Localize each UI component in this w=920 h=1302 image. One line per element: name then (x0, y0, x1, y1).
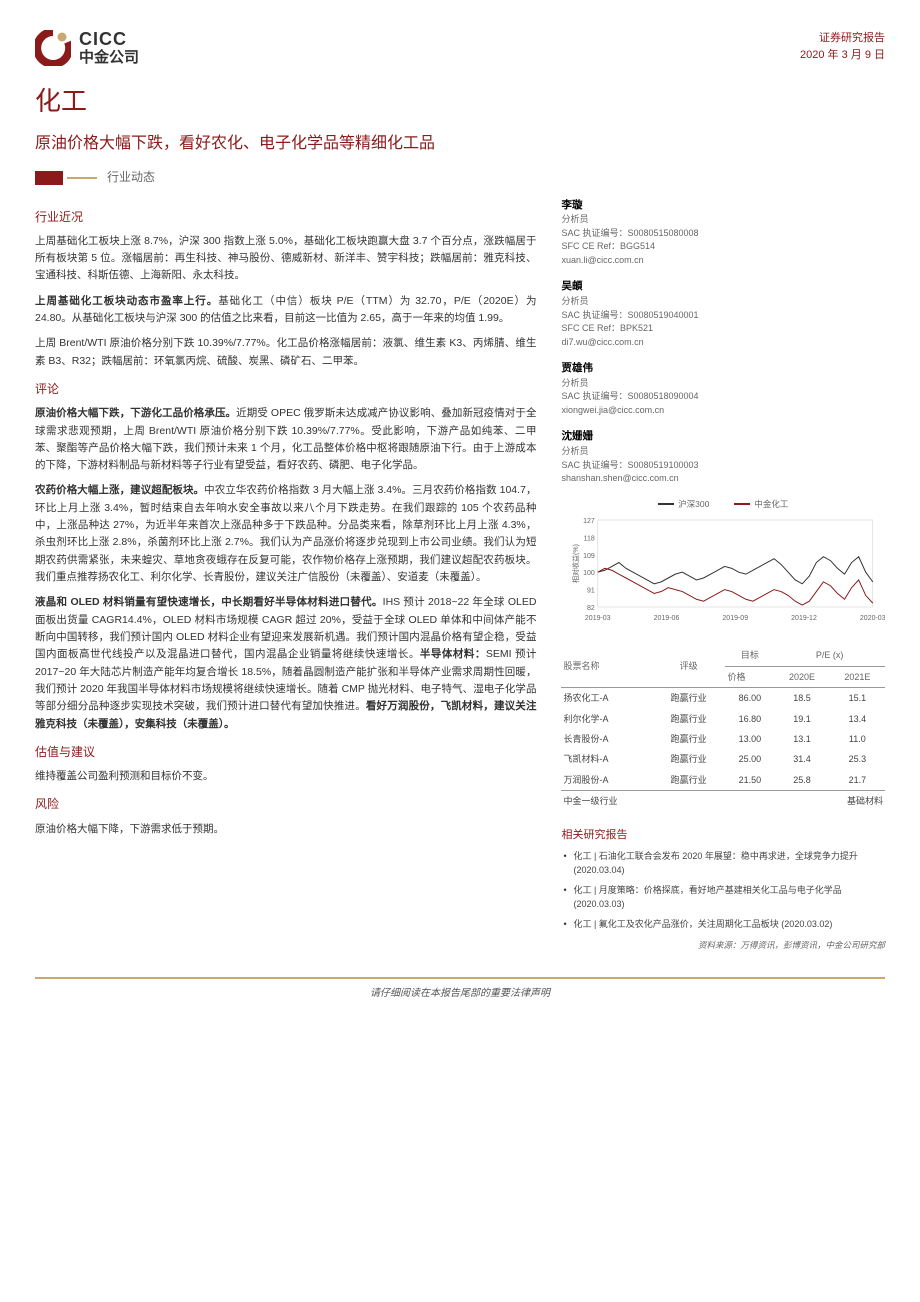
analyst-sfc: SFC CE Ref：BPK521 (561, 322, 885, 336)
reports-title: 相关研究报告 (561, 827, 885, 845)
svg-text:2019-03: 2019-03 (585, 615, 611, 622)
analyst-sfc: SFC CE Ref：BGG514 (561, 240, 885, 254)
page-subtitle: 原油价格大幅下跌，看好农化、电子化学品等精细化工品 (35, 131, 885, 157)
table-row: 飞凯材料-A跑赢行业25.0031.425.3 (561, 749, 885, 769)
para: 原油价格大幅下跌，下游化工品价格承压。近期受 OPEC 俄罗斯未达成减产协议影响… (35, 405, 536, 474)
analyst-email: xuan.li@cicc.com.cn (561, 254, 885, 268)
analyst-sac: SAC 执证编号：S0080515080008 (561, 227, 885, 241)
performance-chart: 沪深300 中金化工 82 91 100 109 118 127 相对收益(%) 2019-0… (561, 498, 885, 631)
analyst-role: 分析员 (561, 377, 885, 391)
svg-text:相对收益(%): 相对收益(%) (571, 544, 580, 583)
stock-table: 股票名称 评级 目标 P/E (x) 价格 2020E 2021E 扬农化工-A… (561, 645, 885, 811)
svg-text:91: 91 (587, 588, 595, 595)
table-row: 长青股份-A跑赢行业13.0013.111.0 (561, 729, 885, 749)
para: 农药价格大幅上涨，建议超配板块。中农立华农药价格指数 3 月大幅上涨 3.4%。… (35, 482, 536, 586)
analyst-name: 贾雄伟 (561, 361, 885, 377)
th-rating: 评级 (652, 645, 726, 687)
svg-text:2019-12: 2019-12 (792, 615, 818, 622)
logo: CICC 中金公司 (35, 30, 139, 66)
footer: 请仔细阅读在本报告尾部的重要法律声明 (35, 977, 885, 1002)
para: 液晶和 OLED 材料销量有望快速增长，中长期看好半导体材料进口替代。IHS 预… (35, 594, 536, 733)
svg-text:2020-03: 2020-03 (860, 615, 885, 622)
logo-text-cn: 中金公司 (79, 50, 139, 67)
analyst-block: 贾雄伟分析员SAC 执证编号：S0080518090004xiongwei.ji… (561, 361, 885, 417)
analyst-block: 吴頔分析员SAC 执证编号：S0080519040001SFC CE Ref：B… (561, 279, 885, 349)
analyst-name: 沈姗姗 (561, 429, 885, 445)
section-head-valuation: 估值与建议 (35, 743, 536, 762)
th-target: 目标 (725, 645, 774, 666)
logo-icon (35, 30, 71, 66)
table-row: 扬农化工-A跑赢行业86.0018.515.1 (561, 688, 885, 709)
section-head-comment: 评论 (35, 380, 536, 399)
svg-text:2019-09: 2019-09 (723, 615, 749, 622)
legend-1: 沪深300 (678, 498, 709, 512)
header: CICC 中金公司 证券研究报告 2020 年 3 月 9 日 (35, 30, 885, 66)
para: 上周基础化工板块动态市盈率上行。基础化工（中信）板块 P/E（TTM）为 32.… (35, 293, 536, 328)
svg-text:100: 100 (584, 570, 596, 577)
footer-text: 请仔细阅读在本报告尾部的重要法律声明 (370, 988, 550, 999)
th-2020e: 2020E (774, 666, 829, 687)
analyst-email: shanshan.shen@cicc.com.cn (561, 472, 885, 486)
tag-text: 行业动态 (107, 168, 155, 187)
analyst-block: 沈姗姗分析员SAC 执证编号：S0080519100003shanshan.sh… (561, 429, 885, 485)
report-item: 化工 | 氟化工及农化产品涨价，关注周期化工品板块 (2020.03.02) (561, 918, 885, 932)
analyst-name: 李璇 (561, 198, 885, 214)
analyst-sac: SAC 执证编号：S0080519040001 (561, 309, 885, 323)
para: 维持覆盖公司盈利预测和目标价不变。 (35, 768, 536, 785)
svg-text:118: 118 (584, 536, 595, 543)
svg-text:127: 127 (584, 518, 596, 525)
analyst-block: 李璇分析员SAC 执证编号：S0080515080008SFC CE Ref：B… (561, 198, 885, 268)
analyst-email: di7.wu@cicc.com.cn (561, 336, 885, 350)
main-column: 行业近况 上周基础化工板块上涨 8.7%，沪深 300 指数上涨 5.0%，基础… (35, 198, 536, 953)
th-2021e: 2021E (830, 666, 885, 687)
section-head-recent: 行业近况 (35, 208, 536, 227)
section-tag: 行业动态 (35, 168, 885, 187)
svg-text:82: 82 (587, 605, 595, 612)
sidebar-column: 李璇分析员SAC 执证编号：S0080515080008SFC CE Ref：B… (561, 198, 885, 953)
analyst-role: 分析员 (561, 295, 885, 309)
analyst-role: 分析员 (561, 213, 885, 227)
svg-text:109: 109 (584, 553, 596, 560)
analyst-role: 分析员 (561, 445, 885, 459)
para: 上周 Brent/WTI 原油价格分别下跌 10.39%/7.77%。化工品价格… (35, 335, 536, 370)
para: 原油价格大幅下降，下游需求低于预期。 (35, 821, 536, 838)
th-price: 价格 (725, 666, 774, 687)
para: 上周基础化工板块上涨 8.7%，沪深 300 指数上涨 5.0%，基础化工板块跑… (35, 233, 536, 285)
table-row: 万润股份-A跑赢行业21.5025.821.7 (561, 770, 885, 791)
logo-text-en: CICC (79, 30, 139, 50)
reports-list: 化工 | 石油化工联合会发布 2020 年展望：稳中再求进，全球竞争力提升 (2… (561, 850, 885, 932)
th-pe: P/E (x) (774, 645, 885, 666)
doc-date: 2020 年 3 月 9 日 (800, 47, 885, 64)
report-item: 化工 | 月度策略：价格探底，看好地产基建相关化工品与电子化学品 (2020.0… (561, 884, 885, 911)
analyst-name: 吴頔 (561, 279, 885, 295)
table-row: 中金一级行业基础材料 (561, 791, 885, 812)
analyst-email: xiongwei.jia@cicc.com.cn (561, 404, 885, 418)
svg-text:2019-06: 2019-06 (654, 615, 680, 622)
analyst-sac: SAC 执证编号：S0080518090004 (561, 390, 885, 404)
legend-2: 中金化工 (754, 498, 788, 512)
doc-type: 证券研究报告 (800, 30, 885, 47)
section-head-risk: 风险 (35, 795, 536, 814)
source-text: 资料来源：万得资讯，彭博资讯，中金公司研究部 (561, 939, 885, 953)
th-name: 股票名称 (561, 645, 651, 687)
page-title: 化工 (35, 81, 885, 123)
analyst-sac: SAC 执证编号：S0080519100003 (561, 459, 885, 473)
table-row: 利尔化学-A跑赢行业16.8019.113.4 (561, 709, 885, 729)
report-item: 化工 | 石油化工联合会发布 2020 年展望：稳中再求进，全球竞争力提升 (2… (561, 850, 885, 877)
